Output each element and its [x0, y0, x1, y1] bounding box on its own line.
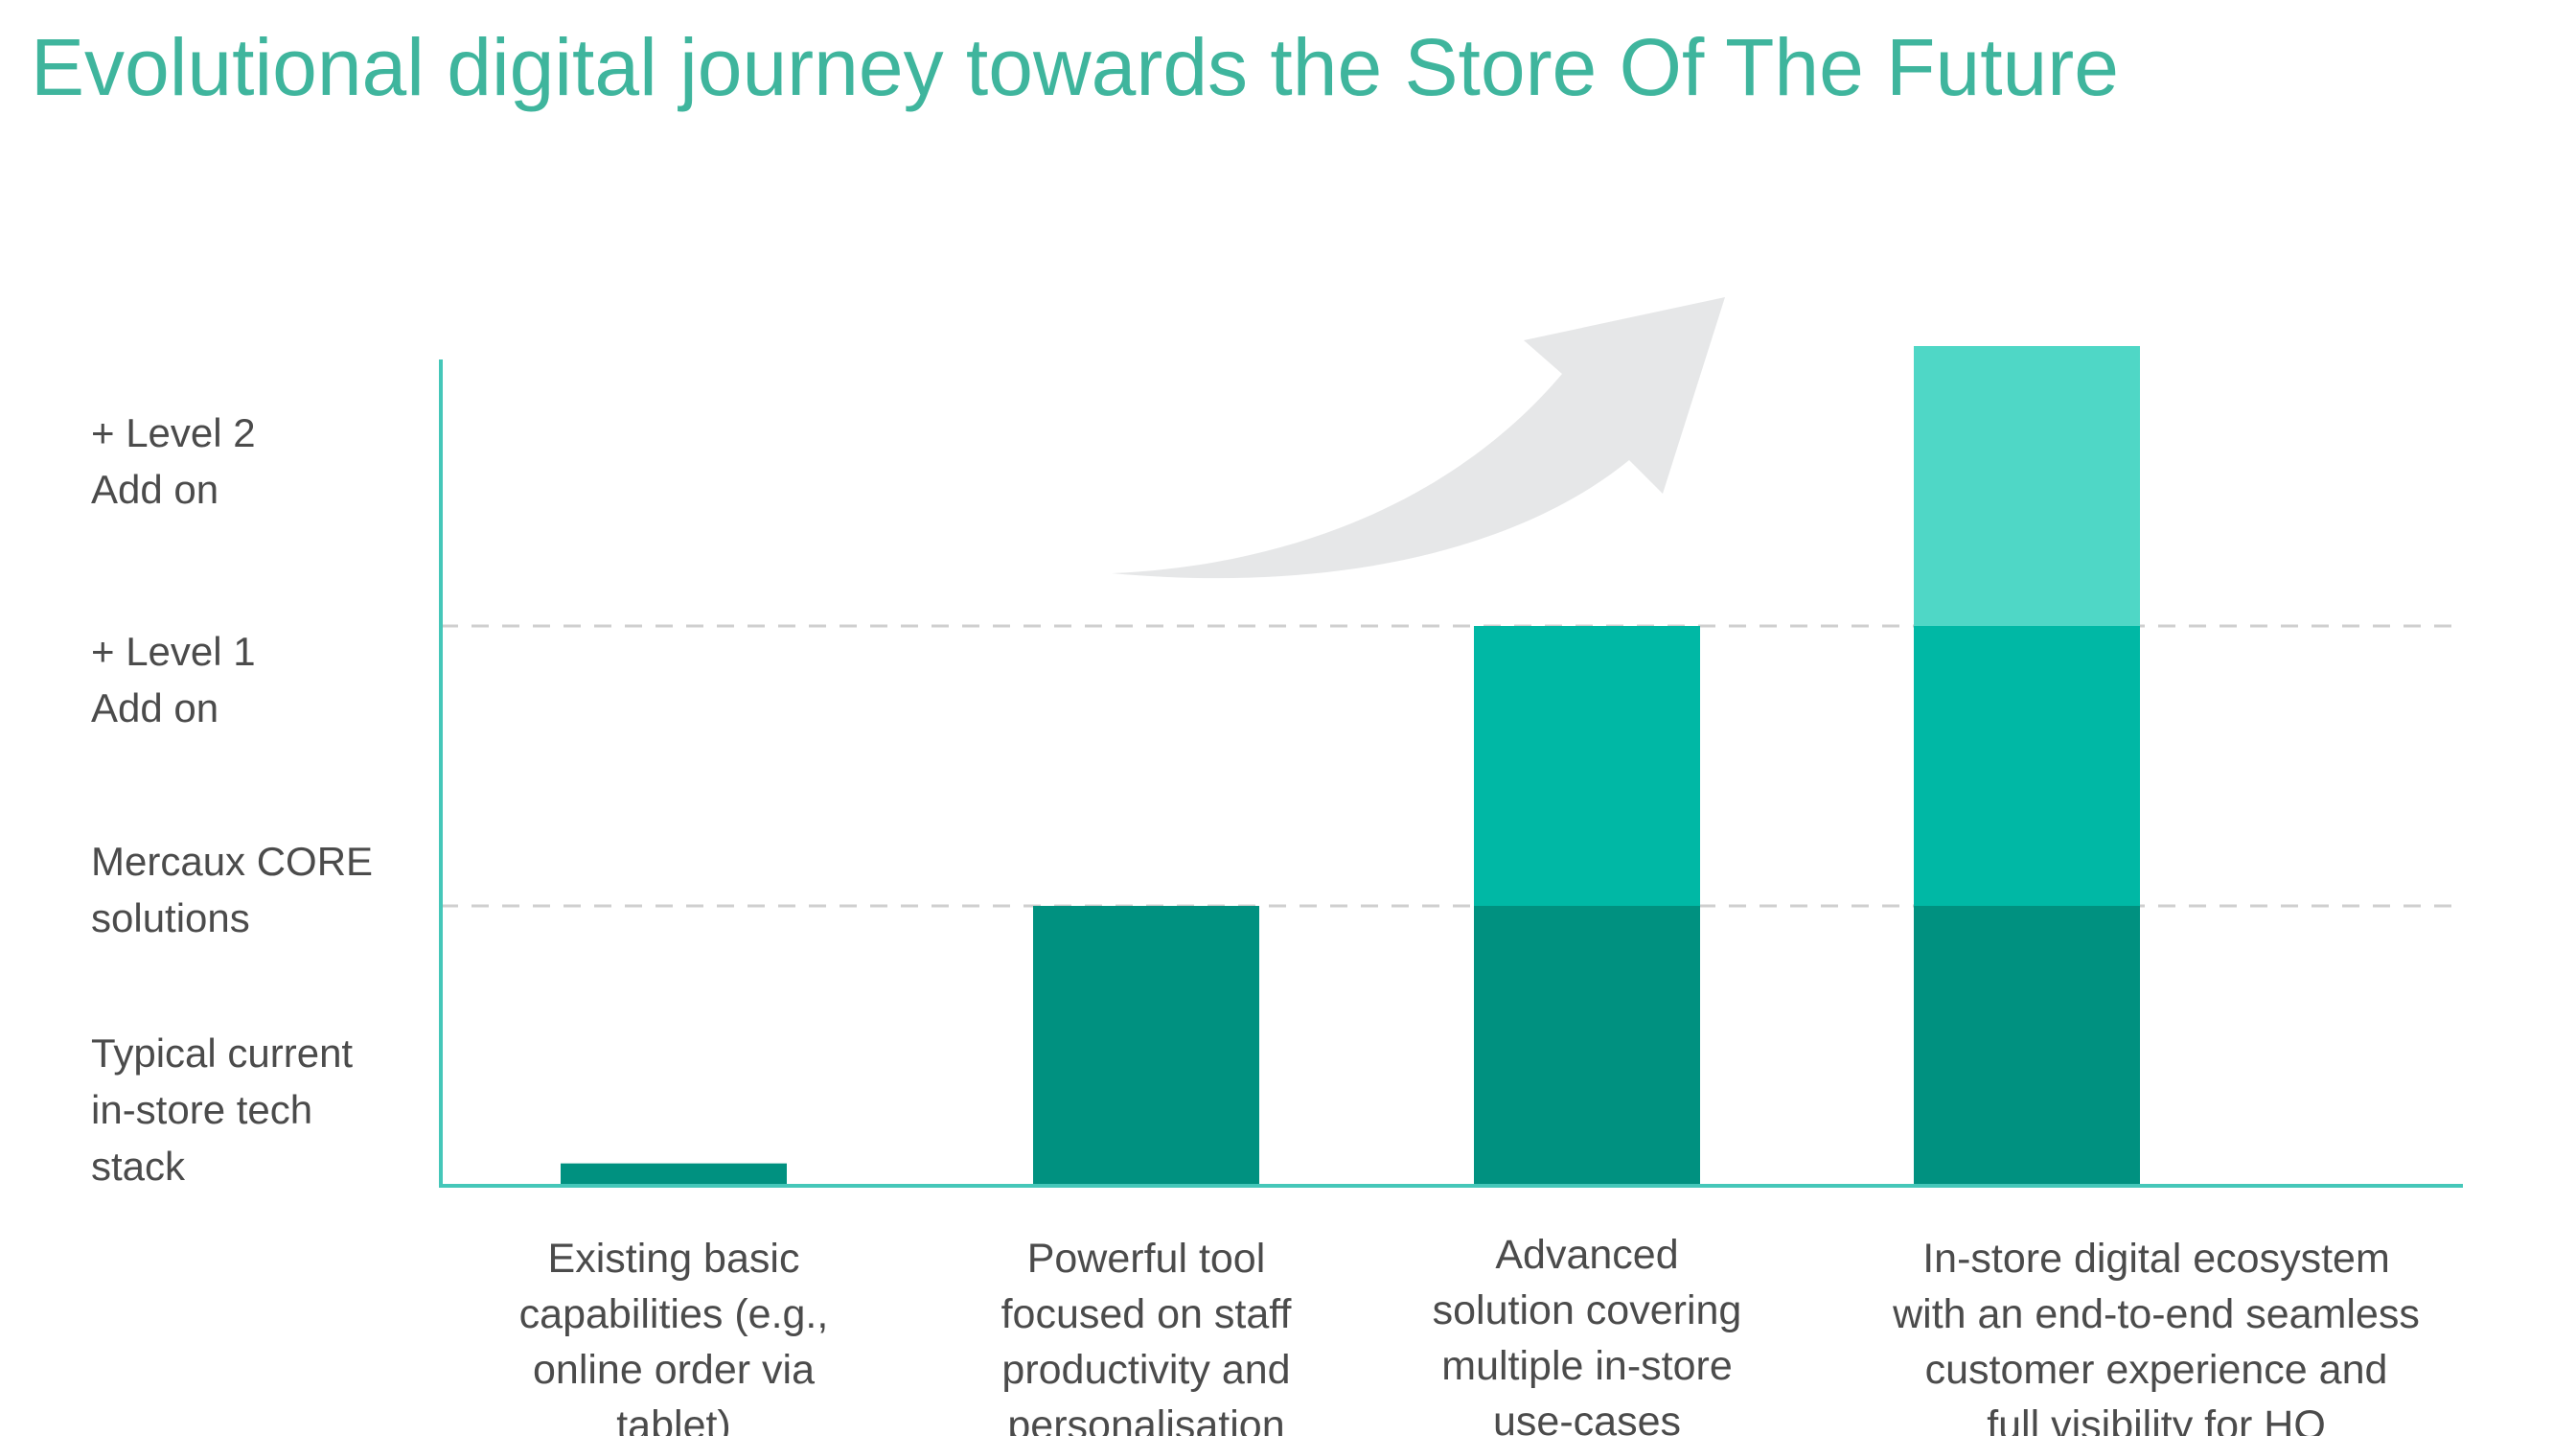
y-level-label: + Level 1 Add on — [91, 629, 256, 730]
growth-arrow-icon — [1112, 297, 1725, 579]
bar-segment — [1914, 346, 2140, 626]
bar-segment — [1474, 906, 1700, 1186]
x-category-label: In-store digital ecosystem with an end-to… — [1892, 1236, 2420, 1436]
y-level-label: Typical current in-store tech stack — [91, 1031, 353, 1189]
x-category-label: Existing basic capabilities (e.g., online … — [519, 1236, 829, 1436]
x-category-label: Advanced solution covering multiple in-sto… — [1433, 1232, 1742, 1436]
y-level-label: + Level 2 Add on — [91, 410, 256, 512]
bar-segment — [1914, 906, 2140, 1186]
x-category-label: Powerful tool focused on staff productivit… — [1001, 1236, 1293, 1436]
bar-segment — [561, 1163, 787, 1186]
bar-segment — [1033, 906, 1259, 1186]
y-axis-labels: Typical current in-store tech stack Mercaux… — [91, 410, 373, 1189]
gridlines — [441, 624, 2463, 908]
bars — [561, 346, 2140, 1186]
bar-segment — [1474, 626, 1700, 906]
x-axis-labels: Existing basic capabilities (e.g., online … — [519, 1232, 2420, 1436]
bar-segment — [1914, 626, 2140, 906]
page-title: Evolutional digital journey towards the … — [31, 22, 2119, 112]
y-level-label: Mercaux CORE solutions — [91, 839, 373, 940]
axes — [439, 359, 2463, 1188]
